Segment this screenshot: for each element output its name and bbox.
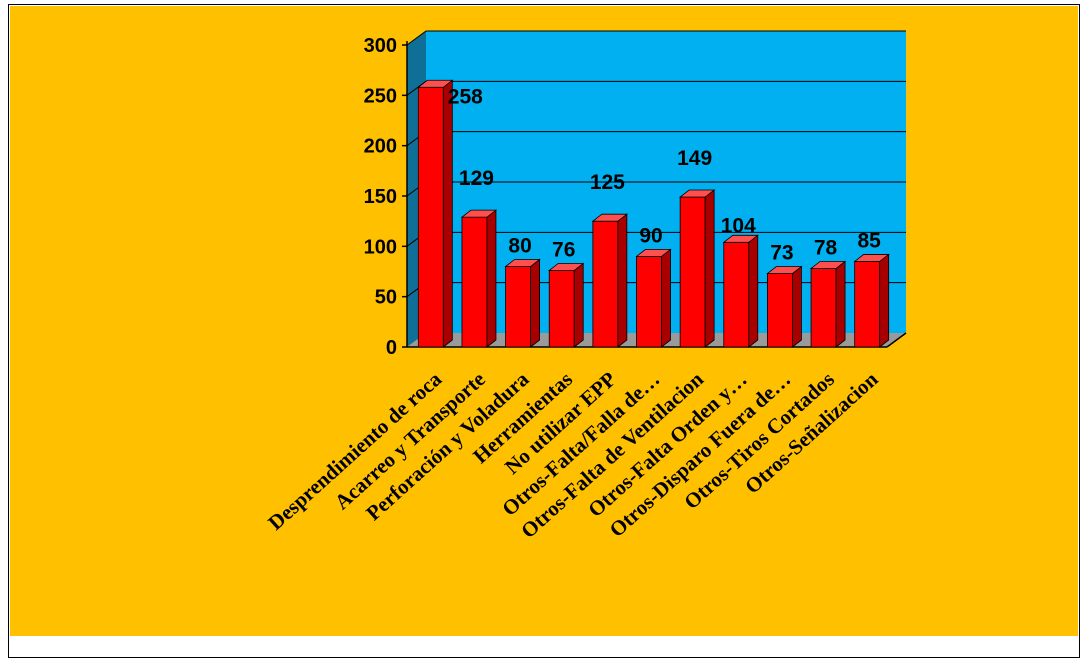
bar-top xyxy=(591,213,629,222)
bar-side xyxy=(792,265,802,348)
bar-side xyxy=(835,260,846,348)
bar-top xyxy=(460,209,498,218)
y-tick-label: 250 xyxy=(364,85,397,107)
y-tick-label: 300 xyxy=(364,35,397,57)
x-axis-depth xyxy=(886,332,907,348)
bar-front xyxy=(679,196,706,348)
bar xyxy=(809,260,847,348)
y-tick-label: 100 xyxy=(364,236,397,258)
bar-top xyxy=(635,248,672,257)
bar-top xyxy=(766,266,803,274)
bar xyxy=(504,258,541,348)
bar xyxy=(722,234,759,348)
bar-front xyxy=(636,255,662,348)
bar-side xyxy=(486,209,497,348)
bar-top xyxy=(678,189,716,198)
data-label: 90 xyxy=(639,224,662,247)
data-label: 76 xyxy=(552,238,575,261)
bar-front xyxy=(461,216,488,348)
bar-front xyxy=(505,266,531,348)
bar-top xyxy=(548,263,585,271)
bar-top xyxy=(504,259,541,267)
bar-side xyxy=(530,258,540,348)
bar xyxy=(635,248,672,348)
bar-front xyxy=(417,86,444,348)
y-tick-label: 0 xyxy=(386,337,397,359)
bar-chart: 0 50 100 150 200 250 300 258 129 80 76 125 90 149 104… xyxy=(10,6,1078,636)
bar xyxy=(591,213,629,348)
bar xyxy=(678,189,716,348)
y-tick-label: 150 xyxy=(364,186,397,208)
gridline-side xyxy=(406,30,427,46)
bar-front xyxy=(548,270,575,348)
data-label: 78 xyxy=(814,236,838,259)
bar xyxy=(460,209,498,348)
bar-side xyxy=(617,213,628,348)
data-label: 258 xyxy=(448,85,483,108)
bar-front xyxy=(767,273,793,348)
bar-top xyxy=(417,79,454,88)
data-label: 73 xyxy=(770,242,793,265)
data-label: 129 xyxy=(459,167,494,190)
bar-front xyxy=(810,268,837,348)
bar xyxy=(853,253,890,348)
bar-side xyxy=(661,248,671,348)
data-label: 149 xyxy=(677,147,712,170)
bar-side xyxy=(573,262,584,348)
bar-front xyxy=(723,241,750,348)
data-label: 125 xyxy=(590,171,625,194)
bar-top xyxy=(722,234,759,243)
bar-front xyxy=(592,220,619,348)
data-label: 104 xyxy=(721,214,756,237)
data-label: 80 xyxy=(508,234,531,257)
chart-frame: 0 50 100 150 200 250 300 258 129 80 76 125 90 149 104… xyxy=(8,4,1080,658)
bar-front xyxy=(854,261,881,348)
bar-side xyxy=(748,234,759,348)
bar xyxy=(766,265,803,348)
y-tick-label: 50 xyxy=(375,287,397,309)
bar-top xyxy=(853,254,890,262)
bar xyxy=(548,262,585,348)
bar-side xyxy=(704,189,715,348)
bar-side xyxy=(442,79,453,348)
y-tick-label: 200 xyxy=(364,136,397,158)
bar xyxy=(417,79,454,348)
data-label: 85 xyxy=(858,229,882,252)
bar-side xyxy=(879,253,890,348)
bar-top xyxy=(809,261,847,269)
